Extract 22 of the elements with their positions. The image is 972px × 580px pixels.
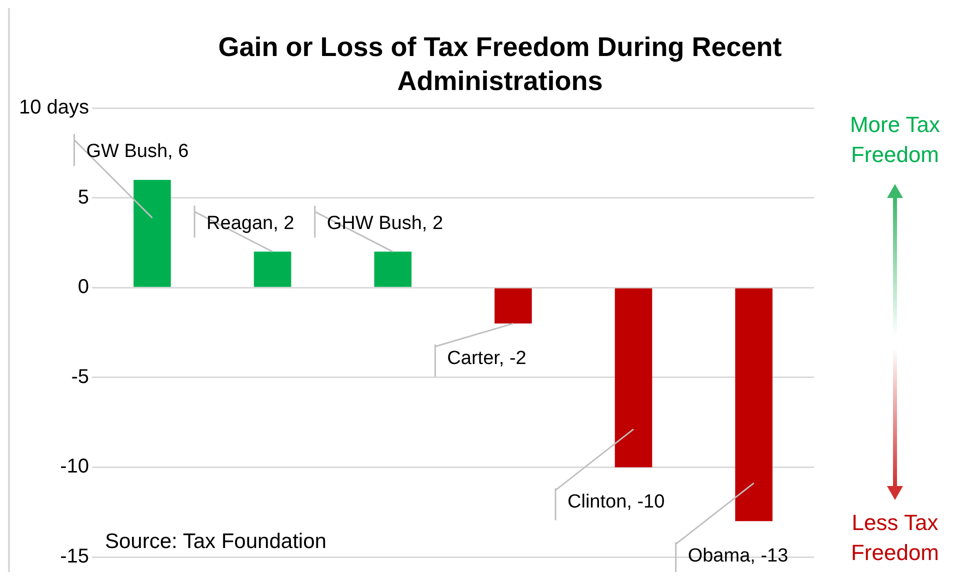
- text: More Tax Freedom: [848, 111, 942, 169]
- y-tick-label: -5: [71, 366, 90, 388]
- y-tick-label: 0: [78, 276, 90, 298]
- bar: [134, 180, 171, 287]
- annotation: Source: Tax Foundation: [105, 530, 326, 554]
- y-tick-label: 10 days: [18, 96, 90, 119]
- y-tick-label: 5: [78, 186, 90, 208]
- y-tick-label: -15: [60, 546, 90, 568]
- data-label: Carter, -2: [447, 348, 526, 369]
- chart-title: Gain or Loss of Tax Freedom During Recent Administrations: [217, 31, 783, 98]
- data-label: Reagan, 2: [206, 212, 294, 234]
- bar: [374, 252, 412, 287]
- bar: [614, 288, 652, 468]
- data-label: GW Bush, 6: [86, 141, 189, 162]
- bar: [494, 288, 532, 324]
- text: Less Tax Freedom: [850, 509, 940, 567]
- y-tick-label: -10: [60, 456, 90, 478]
- data-label: Obama, -13: [688, 545, 788, 566]
- bar: [735, 288, 772, 522]
- data-label: Clinton, -10: [568, 491, 665, 512]
- bar: [254, 252, 292, 287]
- data-label: GHW Bush, 2: [326, 212, 444, 234]
